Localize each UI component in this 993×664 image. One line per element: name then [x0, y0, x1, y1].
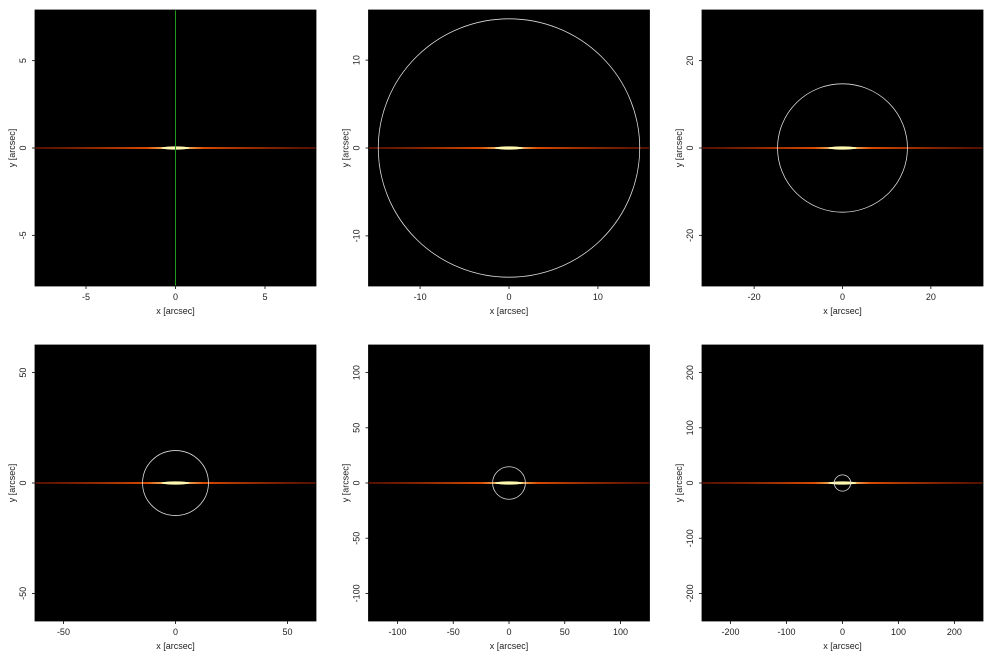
x-tick-label: 100: [613, 627, 628, 637]
y-axis-label: y [arcsec]: [7, 129, 17, 168]
x-tick-label: -50: [57, 627, 70, 637]
x-tick-label: 100: [891, 627, 906, 637]
aperture-circle: [777, 83, 908, 213]
y-tick-label: -50: [18, 587, 28, 600]
x-axis-label: x [arcsec]: [156, 306, 195, 316]
y-tick-label: 10: [352, 55, 362, 65]
aperture-circle: [142, 450, 209, 516]
y-tick-label: -5: [18, 231, 28, 239]
x-tick-label: -5: [82, 292, 90, 302]
x-tick-label: -10: [414, 292, 427, 302]
x-tick-label: 5: [262, 292, 267, 302]
aperture-circle: [492, 466, 526, 500]
y-tick-label: -20: [685, 229, 695, 242]
y-tick-label: 100: [352, 365, 362, 380]
x-tick-label: 10: [593, 292, 603, 302]
panel: -50 0 50 -50 0 50 x [arcsec] y [arcsec]: [7, 344, 317, 651]
y-axis-label: y [arcsec]: [341, 129, 351, 168]
y-axis-label: y [arcsec]: [674, 464, 684, 503]
y-tick-label: 5: [18, 58, 28, 63]
x-tick-label: -20: [748, 292, 761, 302]
y-tick-label: -50: [352, 532, 362, 545]
y-tick-label: -10: [352, 229, 362, 242]
x-tick-label: -100: [388, 627, 406, 637]
y-tick-label: 20: [685, 56, 695, 66]
y-tick-label: 200: [685, 365, 695, 380]
x-tick-label: 0: [840, 292, 845, 302]
y-tick-label: 0: [685, 145, 695, 150]
y-tick-label: -100: [685, 529, 695, 547]
panel: -10 0 10 -10 0 10 x [arcsec] y [arcsec]: [341, 9, 650, 316]
y-tick-label: 100: [685, 420, 695, 435]
y-axis-label: y [arcsec]: [7, 464, 17, 503]
x-tick-label: -200: [722, 627, 740, 637]
x-tick-label: 0: [506, 627, 511, 637]
x-tick-label: -100: [778, 627, 796, 637]
y-tick-label: 0: [685, 480, 695, 485]
disk-core: [828, 146, 857, 150]
x-tick-label: 0: [173, 292, 178, 302]
y-tick-label: 0: [352, 145, 362, 150]
x-tick-label: 20: [926, 292, 936, 302]
x-axis-label: x [arcsec]: [490, 306, 529, 316]
x-tick-label: 0: [840, 627, 845, 637]
y-tick-label: 0: [18, 145, 28, 150]
aperture-circle: [377, 18, 641, 278]
y-axis-label: y [arcsec]: [341, 464, 351, 503]
y-tick-label: 50: [352, 423, 362, 433]
y-tick-label: 0: [18, 480, 28, 485]
y-axis-label: y [arcsec]: [674, 129, 684, 168]
x-tick-label: 0: [173, 627, 178, 637]
x-tick-label: 200: [947, 627, 962, 637]
y-tick-label: -200: [685, 584, 695, 602]
aperture-circle: [833, 474, 852, 492]
panel: -5 0 5 -5 0 5 x [arcsec] y [arcsec]: [7, 9, 317, 316]
x-tick-label: 0: [506, 292, 511, 302]
y-tick-label: 0: [352, 480, 362, 485]
panel: -20 0 20 -20 0 20 x [arcsec] y [arcsec]: [674, 9, 984, 316]
x-tick-label: -50: [447, 627, 460, 637]
disk-core: [161, 481, 190, 485]
x-axis-label: x [arcsec]: [823, 641, 862, 651]
disk-core: [828, 481, 857, 485]
disk-core: [495, 481, 523, 485]
y-tick-label: 50: [18, 368, 28, 378]
x-tick-label: 50: [560, 627, 570, 637]
y-tick-label: -100: [352, 584, 362, 602]
disk-core: [495, 146, 523, 150]
x-tick-label: 50: [283, 627, 293, 637]
x-axis-label: x [arcsec]: [156, 641, 195, 651]
x-axis-label: x [arcsec]: [823, 306, 862, 316]
panel: -100 -50 0 50 100 -100 -50 0 50 100 x [arcsec] y [a…: [341, 344, 650, 651]
panel: -200 -100 0 100 200 -200 -100 0 100 200 x [arcsec]…: [674, 344, 984, 651]
x-axis-label: x [arcsec]: [490, 641, 529, 651]
